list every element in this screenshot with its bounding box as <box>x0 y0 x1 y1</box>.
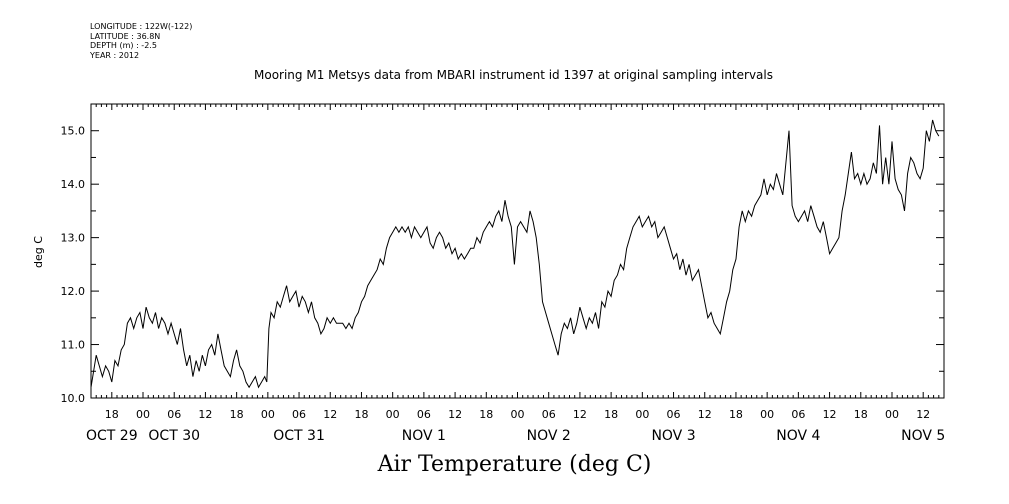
x-tick-label: 12 <box>198 408 212 421</box>
date-label: NOV 1 <box>402 428 446 444</box>
x-tick-label: 12 <box>698 408 712 421</box>
y-tick-labels: 10.0 11.0 12.0 13.0 14.0 15.0 <box>61 125 86 405</box>
x-tick-labels: 18 00 06 12 18 00 06 12 18 00 06 12 18 00 06 12 18 00 06 12… <box>105 408 930 421</box>
x-tick-label: 06 <box>791 408 805 421</box>
date-label: NOV 4 <box>776 428 820 444</box>
metadata-block: LONGITUDE : 122W(-122) LATITUDE : 36.8N … <box>90 22 192 60</box>
y-axis-label: deg C <box>32 236 45 268</box>
x-tick-label: 18 <box>479 408 493 421</box>
x-tick-label: 18 <box>854 408 868 421</box>
y-tick-label: 10.0 <box>61 392 86 405</box>
x-tick-label: 18 <box>604 408 618 421</box>
date-label: NOV 5 <box>901 428 945 444</box>
x-tick-label: 00 <box>261 408 275 421</box>
x-tick-label: 06 <box>292 408 306 421</box>
date-label: NOV 2 <box>527 428 571 444</box>
longitude-label: LONGITUDE : 122W(-122) <box>90 22 193 31</box>
x-tick-label: 12 <box>823 408 837 421</box>
x-tick-label: 00 <box>136 408 150 421</box>
y-tick-label: 12.0 <box>61 285 86 298</box>
x-tick-label: 00 <box>635 408 649 421</box>
x-tick-label: 06 <box>542 408 556 421</box>
latitude-label: LATITUDE : 36.8N <box>90 31 161 41</box>
x-tick-label: 06 <box>417 408 431 421</box>
date-labels: OCT 29 OCT 30 OCT 31 NOV 1 NOV 2 NOV 3 NOV 4 NO… <box>86 428 945 444</box>
x-tick-label: 12 <box>448 408 462 421</box>
year-label: YEAR : 2012 <box>90 50 140 60</box>
depth-label: DEPTH (m) : -2.5 <box>90 41 157 50</box>
series-line-air-temperature <box>90 119 940 389</box>
y-tick-label: 15.0 <box>61 125 86 138</box>
x-tick-label: 00 <box>511 408 525 421</box>
y-tick-label: 13.0 <box>61 232 86 245</box>
x-tick-label: 12 <box>323 408 337 421</box>
y-tick-label: 11.0 <box>61 339 86 352</box>
x-tick-label: 00 <box>885 408 899 421</box>
x-axis-label: Air Temperature (deg C) <box>377 452 652 477</box>
x-tick-label: 00 <box>760 408 774 421</box>
plot-frame <box>90 103 945 399</box>
date-label: OCT 31 <box>273 428 325 444</box>
date-label: OCT 30 <box>148 428 200 444</box>
tick-marks <box>90 103 945 399</box>
y-tick-label: 14.0 <box>61 178 86 191</box>
x-tick-label: 06 <box>167 408 181 421</box>
date-label: OCT 29 <box>86 428 138 444</box>
x-tick-label: 00 <box>386 408 400 421</box>
x-tick-label: 18 <box>230 408 244 421</box>
x-tick-label: 18 <box>729 408 743 421</box>
date-label: NOV 3 <box>651 428 695 444</box>
x-tick-label: 12 <box>573 408 587 421</box>
x-tick-label: 06 <box>667 408 681 421</box>
x-tick-label: 12 <box>916 408 930 421</box>
chart-title: Mooring M1 Metsys data from MBARI instru… <box>254 68 773 82</box>
x-tick-label: 18 <box>354 408 368 421</box>
x-tick-label: 18 <box>105 408 119 421</box>
